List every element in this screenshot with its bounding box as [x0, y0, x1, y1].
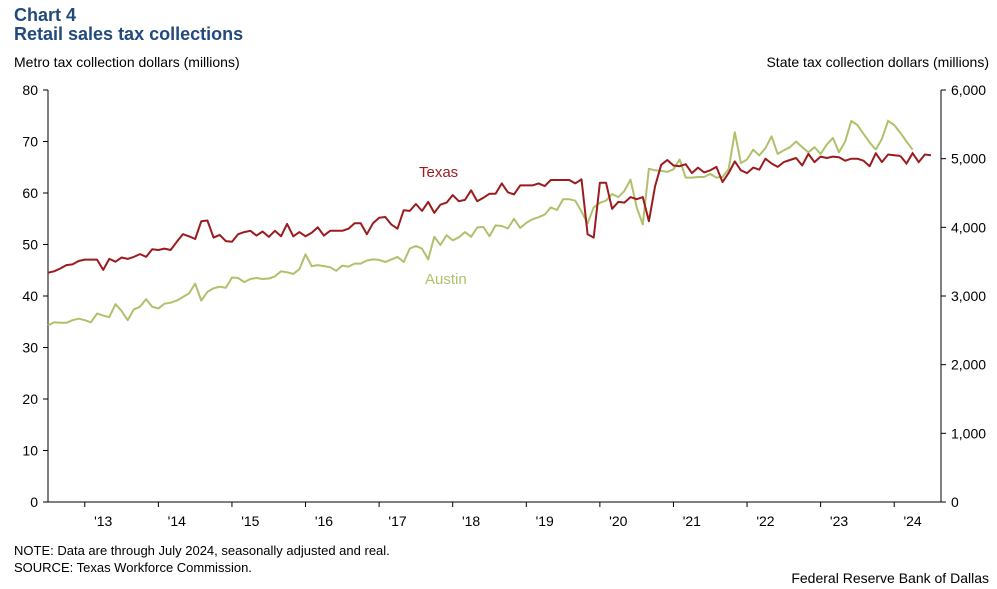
x-axis-ticks: '13 '14 '15 '16 '17 '18 '19 '20 '21 '22 '23 '24	[84, 502, 922, 529]
left-tick-label: 30	[22, 340, 38, 356]
x-tick-label: '17	[388, 513, 406, 529]
left-axis-ticks: 0 10 20 30 40 50 60 70 80	[22, 82, 48, 510]
left-tick-label: 40	[22, 288, 38, 304]
x-tick-label: '18	[462, 513, 480, 529]
right-tick-label: 1,000	[951, 425, 986, 441]
chart-label: Chart 4	[14, 5, 77, 25]
footnote-note: NOTE: Data are through July 2024, season…	[14, 543, 390, 558]
x-tick-label: '23	[830, 513, 848, 529]
annotation-layer: Texas Austin	[419, 164, 467, 288]
x-tick-label: '22	[756, 513, 774, 529]
right-axis-ticks: 0 1,000 2,000 3,000 4,000 5,000 6,000	[941, 82, 986, 510]
right-tick-label: 4,000	[951, 219, 986, 235]
series-layer	[47, 119, 932, 327]
x-tick-label: '14	[168, 513, 186, 529]
left-tick-label: 60	[22, 185, 38, 201]
chart-title: Retail sales tax collections	[14, 24, 244, 44]
left-tick-label: 70	[22, 134, 38, 150]
x-tick-label: '20	[609, 513, 627, 529]
series-line-texas-tail	[899, 151, 932, 166]
x-tick-label: '15	[241, 513, 259, 529]
x-tick-label: '24	[903, 513, 921, 529]
series-line-austin	[47, 119, 877, 327]
right-tick-label: 6,000	[951, 82, 986, 98]
right-tick-label: 2,000	[951, 357, 986, 373]
left-tick-label: 50	[22, 237, 38, 253]
left-tick-label: 20	[22, 391, 38, 407]
x-tick-label: '21	[683, 513, 701, 529]
credit-line: Federal Reserve Bank of Dallas	[791, 570, 989, 586]
series-line-texas	[47, 152, 901, 274]
right-tick-label: 0	[951, 494, 959, 510]
right-tick-label: 3,000	[951, 288, 986, 304]
right-tick-label: 5,000	[951, 151, 986, 167]
right-axis-title: State tax collection dollars (millions)	[766, 54, 989, 70]
label-texas: Texas	[419, 164, 458, 181]
left-axis-title: Metro tax collection dollars (millions)	[14, 54, 240, 70]
left-tick-label: 10	[22, 443, 38, 459]
label-austin: Austin	[425, 271, 467, 288]
footnote-source: SOURCE: Texas Workforce Commission.	[14, 560, 252, 575]
x-tick-label: '19	[536, 513, 554, 529]
series-line-austin-tail	[874, 119, 914, 151]
x-tick-label: '16	[315, 513, 333, 529]
x-tick-label: '13	[94, 513, 112, 529]
left-tick-label: 80	[22, 82, 38, 98]
left-tick-label: 0	[30, 494, 38, 510]
